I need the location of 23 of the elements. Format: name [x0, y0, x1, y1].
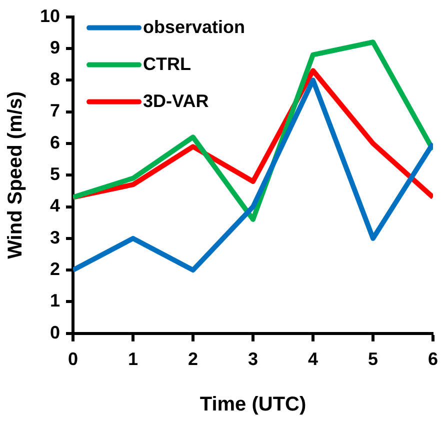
x-tick-label: 6: [428, 349, 438, 370]
y-tick-label: 1: [50, 290, 60, 311]
y-tick-label: 3: [50, 227, 60, 248]
y-tick-label: 5: [50, 164, 60, 184]
x-axis-title: Time (UTC): [200, 394, 306, 416]
y-tick-label: 0: [50, 322, 60, 342]
y-tick-label: 4: [50, 196, 60, 216]
y-tick-label: 2: [50, 259, 60, 280]
x-tick-label: 3: [248, 349, 258, 370]
x-tick-label: 0: [68, 349, 78, 370]
y-tick-label: 6: [50, 132, 60, 152]
y-tick-label: 7: [50, 100, 60, 121]
y-axis-title: Wind Speed (m/s): [4, 91, 27, 259]
legend-label: 3D-VAR: [143, 90, 209, 111]
x-tick-label: 1: [128, 349, 138, 370]
legend-label: CTRL: [143, 54, 192, 74]
x-tick-label: 2: [188, 349, 198, 370]
x-tick-label: 4: [308, 349, 318, 370]
x-tick-label: 5: [368, 349, 378, 370]
y-tick-label: 9: [50, 37, 60, 58]
y-tick-label: 10: [40, 6, 60, 26]
y-tick-label: 8: [50, 69, 60, 90]
legend-label: observation: [143, 16, 246, 37]
